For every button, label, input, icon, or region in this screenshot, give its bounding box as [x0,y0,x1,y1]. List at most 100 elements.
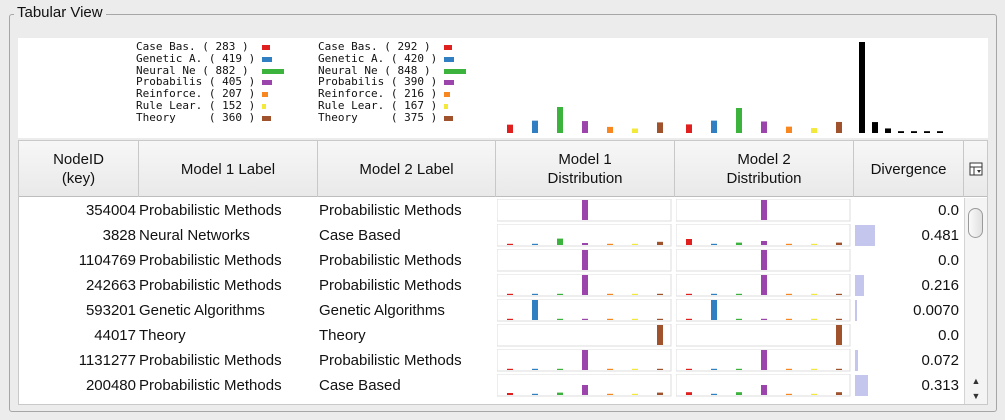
model2-legend-text: Neural Ne ( 848 ) [318,63,431,77]
distribution-bar [736,392,742,395]
distribution-bar [736,293,742,295]
table-row[interactable]: 200480 Probabilistic Methods Case Based 0.3… [19,373,963,398]
divergence-bar [855,350,859,371]
distribution-bar [582,350,588,370]
table-row[interactable]: 1131277 Probabilistic Methods Probabilisti… [19,348,963,373]
header-model1-label[interactable]: Model 1 Label [139,141,318,197]
header-model2-distribution[interactable]: Model 2 Distribution [675,141,854,197]
distribution-bar [686,239,692,245]
distribution-bar [811,368,817,370]
distribution-bar [711,300,717,320]
cell-model2-distribution [674,273,853,298]
cell-model1-distribution [495,348,674,373]
divergence-value: 0.0 [938,327,959,344]
model1-legend-text: Probabilis ( 405 ) [136,75,256,89]
distribution-bar [632,368,638,370]
distribution-bar [632,243,638,245]
cell-divergence: 0.0 [853,198,963,223]
scroll-up-arrow-icon[interactable]: ▲ [971,376,981,386]
cell-model1-distribution [495,248,674,273]
table-row[interactable]: 3828 Neural Networks Case Based 0.481 [19,223,963,248]
cell-nodeid: 1131277 [78,352,136,369]
model1-legend-swatch [262,45,270,50]
cell-divergence: 0.0 [853,323,963,348]
model1-summary-bar [507,124,513,133]
header-model1-distribution[interactable]: Model 1 Distribution [496,141,675,197]
table-row[interactable]: 44017 Theory Theory 0.0 [19,323,963,348]
scroll-down-arrow-icon[interactable]: ▼ [971,391,981,401]
table-settings-icon[interactable] [963,141,987,197]
distribution-bar [582,275,588,295]
scrollbar-thumb[interactable] [968,208,983,238]
cell-divergence: 0.481 [853,223,963,248]
distribution-bar [557,392,563,395]
model2-legend-text: Theory ( 375 ) [318,110,438,124]
distribution-bar [836,392,842,395]
distribution-bar [582,318,588,320]
distribution-bar [657,325,663,345]
model1-legend-text: Reinforce. ( 207 ) [136,87,256,101]
distribution-bar [836,242,842,245]
table-row[interactable]: 354004 Probabilistic Methods Probabilistic… [19,198,963,223]
table-row[interactable]: 593201 Genetic Algorithms Genetic Algorith… [19,298,963,323]
distribution-frame [676,224,851,247]
cell-model1-label: Probabilistic Methods [139,377,282,394]
model1-legend-text: Genetic A. ( 419 ) [136,51,256,65]
vertical-scrollbar[interactable]: ▲ ▼ [964,198,987,404]
distribution-bar [686,368,692,370]
distribution-bar [761,318,767,320]
comparison-table[interactable]: NodeID (key) Model 1 Label Model 2 Label … [18,140,988,405]
model1-summary-bar [532,120,538,133]
model2-legend-swatch [444,103,449,109]
header-nodeid[interactable]: NodeID (key) [19,141,139,197]
cell-model2-distribution [674,348,853,373]
model1-summary-bar [557,107,563,133]
model2-legend: Case Bas. ( 292 ) Genetic A. ( 420 ) Neura… [318,41,466,124]
model2-summary-bar [761,121,767,133]
distribution-bar [811,243,817,245]
distribution-bar [532,243,538,245]
distribution-bar [761,385,767,395]
model1-legend-text: Neural Ne ( 882 ) [136,63,249,77]
model1-legend-swatch [262,103,267,109]
table-body: 354004 Probabilistic Methods Probabilistic… [19,198,963,404]
model2-legend-item: Rule Lear. ( 167 ) [318,100,449,112]
model2-legend-item: Neural Ne ( 848 ) [318,63,466,77]
distribution-bar [836,325,842,345]
distribution-bar [582,385,588,395]
model2-legend-item: Case Bas. ( 292 ) [318,41,452,53]
model2-legend-swatch [444,68,466,74]
header-model2-label[interactable]: Model 2 Label [318,141,496,197]
divergence-bar [855,275,865,296]
distribution-bar [657,368,663,370]
model2-summary-bar [786,126,792,133]
header-m1dist-line1: Model 1 [558,151,612,168]
divergence-histogram-bar [859,42,865,133]
distribution-bar [632,393,638,395]
distribution-frame [497,324,672,347]
cell-model2-distribution [674,323,853,348]
distribution-frame [497,224,672,247]
tabular-view-panel [9,14,997,412]
distribution-bar [736,318,742,320]
distribution-bar [507,243,513,245]
cell-model2-distribution [674,373,853,398]
distribution-bar [736,242,742,245]
table-row[interactable]: 1104769 Probabilistic Methods Probabilisti… [19,248,963,273]
model2-legend-swatch [444,45,452,50]
cell-nodeid: 1104769 [78,252,136,269]
distribution-bar [557,238,563,245]
header-divergence[interactable]: Divergence [870,160,947,178]
divergence-histogram-bar [924,131,930,133]
distribution-bar [761,275,767,295]
table-row[interactable]: 242663 Probabilistic Methods Probabilistic… [19,273,963,298]
cell-divergence: 0.216 [853,273,963,298]
distribution-bar [686,293,692,295]
distribution-frame [676,324,851,347]
distribution-bar [686,392,692,395]
distribution-bar [736,368,742,370]
distribution-bar [711,293,717,295]
distribution-bar [582,243,588,245]
cell-nodeid: 354004 [85,202,136,219]
distribution-bar [786,293,792,295]
